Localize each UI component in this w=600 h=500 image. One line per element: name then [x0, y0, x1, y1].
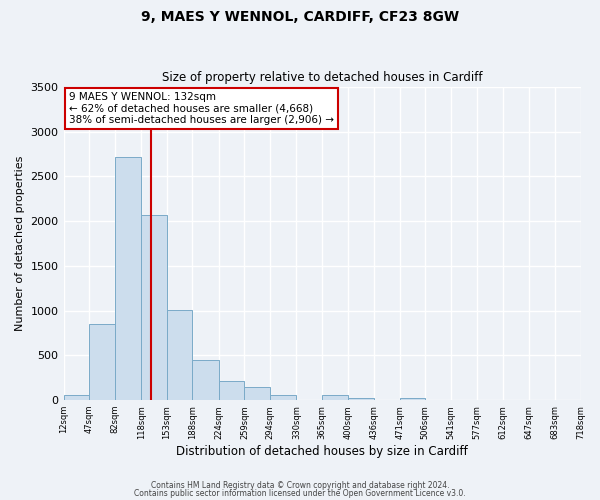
Text: Contains public sector information licensed under the Open Government Licence v3: Contains public sector information licen… — [134, 488, 466, 498]
Text: Contains HM Land Registry data © Crown copyright and database right 2024.: Contains HM Land Registry data © Crown c… — [151, 481, 449, 490]
Bar — [193, 360, 219, 400]
Bar — [270, 394, 296, 400]
Bar — [115, 157, 141, 400]
Bar — [141, 215, 167, 400]
Bar — [89, 324, 115, 400]
Bar — [400, 398, 425, 400]
Bar — [167, 310, 193, 400]
Bar — [64, 395, 89, 400]
Bar — [322, 395, 347, 400]
Bar — [244, 387, 270, 400]
Text: 9, MAES Y WENNOL, CARDIFF, CF23 8GW: 9, MAES Y WENNOL, CARDIFF, CF23 8GW — [141, 10, 459, 24]
Bar — [347, 398, 374, 400]
X-axis label: Distribution of detached houses by size in Cardiff: Distribution of detached houses by size … — [176, 444, 468, 458]
Title: Size of property relative to detached houses in Cardiff: Size of property relative to detached ho… — [162, 72, 482, 85]
Y-axis label: Number of detached properties: Number of detached properties — [15, 156, 25, 332]
Bar — [219, 382, 244, 400]
Text: 9 MAES Y WENNOL: 132sqm
← 62% of detached houses are smaller (4,668)
38% of semi: 9 MAES Y WENNOL: 132sqm ← 62% of detache… — [69, 92, 334, 125]
